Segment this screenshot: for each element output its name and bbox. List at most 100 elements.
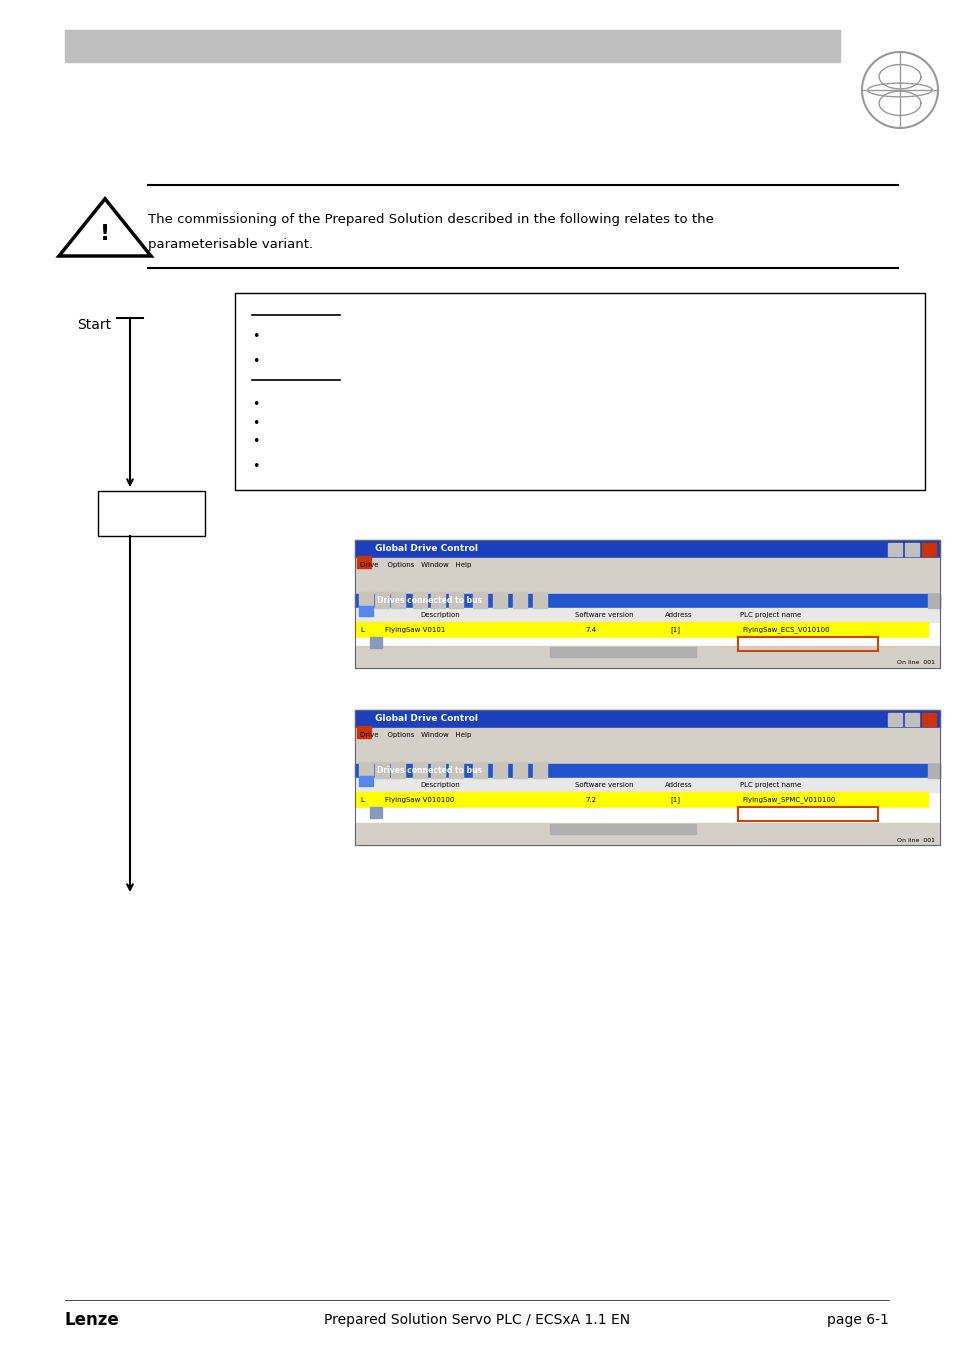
Bar [355,540,939,558]
Text: •: • [252,435,259,448]
Text: 7.2: 7.2 [584,796,596,803]
Bar [355,836,939,845]
Text: Start: Start [77,319,111,332]
Bar [370,807,381,818]
Bar [355,764,939,778]
Bar [513,593,526,608]
Bar [356,726,371,738]
Bar [738,637,877,651]
Bar [375,761,389,778]
Bar [358,761,373,778]
Bar [904,543,918,556]
Text: FlyingSaw V010100: FlyingSaw V010100 [385,796,454,803]
Text: L: L [359,626,363,633]
Bar [904,713,918,726]
Bar [358,593,373,608]
Text: Drive    Options   Window   Help: Drive Options Window Help [359,562,471,568]
Text: parameterisable variant.: parameterisable variant. [148,238,313,251]
Bar [355,594,939,608]
Bar [355,622,927,639]
Bar [355,572,939,594]
Bar [921,713,935,726]
Bar [413,593,427,608]
Bar [355,657,939,668]
Text: Address: Address [664,612,692,618]
Bar [355,824,939,836]
Text: Software version: Software version [575,612,633,618]
Text: PLC project name: PLC project name [740,782,801,788]
Bar [356,556,371,568]
Bar [355,728,939,743]
Text: Drives connected to bus: Drives connected to bus [376,597,481,606]
Text: •: • [252,398,259,410]
Text: L: L [359,796,363,803]
Bar [355,809,927,824]
Text: 7.4: 7.4 [584,626,596,633]
Bar [449,593,462,608]
Text: Global Drive Control: Global Drive Control [375,544,477,554]
Bar [355,710,939,845]
Bar [431,593,444,608]
Bar [927,594,939,608]
Text: Lenze: Lenze [65,1311,120,1328]
Text: •: • [252,329,259,343]
Text: FlyingSaw_SPMC_V010100: FlyingSaw_SPMC_V010100 [741,796,835,803]
Text: PLC project name: PLC project name [740,612,801,618]
Bar [355,608,939,622]
Bar [358,776,373,786]
Text: Description: Description [419,782,459,788]
Text: Description: Description [419,612,459,618]
Bar [550,647,696,657]
Bar [375,593,389,608]
Text: Drive    Options   Window   Help: Drive Options Window Help [359,732,471,738]
Text: The commissioning of the Prepared Solution described in the following relates to: The commissioning of the Prepared Soluti… [148,213,713,225]
Text: page 6-1: page 6-1 [826,1314,888,1327]
Bar [355,647,939,657]
Text: On line  001: On line 001 [896,837,934,842]
Bar [550,824,696,834]
Text: Global Drive Control: Global Drive Control [375,714,477,724]
Text: •: • [252,417,259,431]
Bar [493,761,506,778]
Bar [431,761,444,778]
Bar [887,543,901,556]
Bar [355,639,927,647]
Bar [513,761,526,778]
Bar [98,491,205,536]
Text: FlyingSaw_ECS_V010100: FlyingSaw_ECS_V010100 [741,626,829,633]
Bar [927,764,939,778]
Text: Drives connected to bus: Drives connected to bus [376,767,481,775]
Text: [1]: [1] [669,796,679,803]
Bar [413,761,427,778]
Text: [1]: [1] [669,626,679,633]
Bar [391,593,405,608]
Bar [921,543,935,556]
Text: !: ! [100,224,110,243]
Text: On line  001: On line 001 [896,660,934,666]
Bar [887,713,901,726]
Bar [355,743,939,764]
Bar [355,792,927,809]
Bar [473,593,486,608]
Bar [449,761,462,778]
Text: Software version: Software version [575,782,633,788]
Bar [355,558,939,572]
Bar [358,606,373,616]
Text: Prepared Solution Servo PLC / ECSxA 1.1 EN: Prepared Solution Servo PLC / ECSxA 1.1 … [324,1314,629,1327]
Bar [493,593,506,608]
Bar [473,761,486,778]
Bar [370,637,381,648]
Bar [355,778,939,792]
Bar [355,710,939,728]
Text: •: • [252,460,259,472]
Bar [738,807,877,821]
Bar [533,593,546,608]
Bar [533,761,546,778]
Text: FlyingSaw V0101: FlyingSaw V0101 [385,626,445,633]
Bar [65,30,840,62]
Text: Address: Address [664,782,692,788]
Text: •: • [252,355,259,369]
Bar [234,293,924,490]
Bar [391,761,405,778]
Bar [355,540,939,668]
